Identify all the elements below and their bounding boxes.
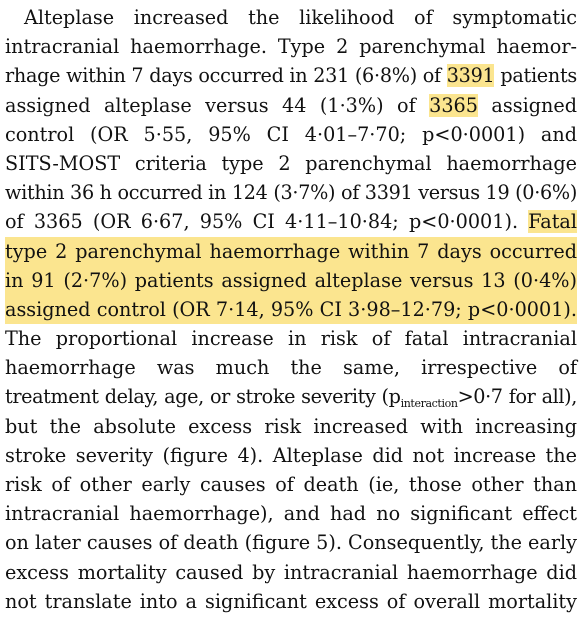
- text-span: type 2 parenchymal haemorrhage within 7 …: [5, 239, 577, 263]
- text-span: control (OR 5·55, 95% CI 4·01–7·70; p<0·…: [5, 122, 577, 146]
- highlighted-line: in 91 (2·7%) patients assigned alteplase…: [5, 265, 577, 295]
- highlighted-line: assigned control (OR 7·14, 95% CI 3·98–1…: [5, 294, 577, 325]
- text-line: stroke severity (figure 4). Alteplase di…: [5, 441, 577, 470]
- text-span: intracranial haemorrhage. Type 2 parench…: [5, 35, 577, 59]
- text-line: rhage within 7 days occurred in 231 (6·8…: [5, 61, 577, 90]
- highlighted-number: 3365: [429, 93, 478, 117]
- text-line: not translate into a significant excess …: [5, 587, 577, 616]
- highlighted-sentence-start: Fatal: [528, 210, 577, 234]
- text-span: assigned alteplase versus 44 (1·3%) of: [5, 93, 430, 117]
- text-line: SITS-MOST criteria type 2 parenchymal ha…: [5, 149, 577, 178]
- text-span: within 36 h occurred in 124 (3·7%) of 33…: [5, 181, 577, 205]
- text-span: Alteplase increased the likelihood of sy…: [24, 6, 577, 29]
- text-span: of 3365 (OR 6·67, 95% CI 4·11–10·84; p<0…: [5, 210, 529, 234]
- text-line: control (OR 5·55, 95% CI 4·01–7·70; p<0·…: [5, 120, 577, 149]
- text-span: The proportional increase in risk of fat…: [5, 327, 577, 351]
- text-line: but the absolute excess risk increased w…: [5, 412, 577, 441]
- text-span: on later causes of death (figure 5). Con…: [5, 531, 577, 555]
- text-line: Alteplase increased the likelihood of sy…: [5, 3, 577, 32]
- text-span: SITS-MOST criteria type 2 parenchymal ha…: [5, 151, 577, 175]
- text-line: excess mortality caused by intracranial …: [5, 558, 577, 587]
- text-line: assigned alteplase versus 44 (1·3%) of 3…: [5, 91, 577, 120]
- text-span: assigned control (OR 7·14, 95% CI 3·98–1…: [5, 297, 577, 321]
- article-body: Alteplase increased the likelihood of sy…: [5, 3, 577, 616]
- text-line: risk of other early causes of death (ie,…: [5, 470, 577, 499]
- text-line: haemorrhage was much the same, irrespect…: [5, 353, 577, 382]
- text-span: stroke severity (figure 4). Alteplase di…: [5, 443, 577, 467]
- text-span: rhage within 7 days occurred in 231 (6·8…: [5, 64, 447, 88]
- text-span: >0·7 for all),: [457, 385, 578, 409]
- text-line: within 36 h occurred in 124 (3·7%) of 33…: [5, 178, 577, 207]
- text-span: but the absolute excess risk increased w…: [5, 414, 577, 438]
- text-line: The proportional increase in risk of fat…: [5, 324, 577, 353]
- text-line: on later causes of death (figure 5). Con…: [5, 528, 577, 557]
- subscript-interaction: interaction: [400, 397, 458, 411]
- text-span: treatment delay, age, or stroke severity…: [5, 385, 401, 409]
- text-line: intracranial haemorrhage. Type 2 parench…: [5, 32, 577, 61]
- text-span: excess mortality caused by intracranial …: [5, 560, 577, 584]
- highlighted-line: type 2 parenchymal haemorrhage within 7 …: [5, 236, 577, 266]
- highlighted-number: 3391: [446, 64, 495, 88]
- text-span: haemorrhage was much the same, irrespect…: [5, 356, 577, 380]
- text-line: treatment delay, age, or stroke severity…: [5, 382, 577, 411]
- text-span: assigned: [477, 93, 577, 117]
- text-span: patients: [494, 64, 577, 88]
- text-span: risk of other early causes of death (ie,…: [5, 473, 577, 496]
- text-line: of 3365 (OR 6·67, 95% CI 4·11–10·84; p<0…: [5, 207, 577, 236]
- text-line: intracranial haemorrhage), and had no si…: [5, 499, 577, 528]
- text-span: intracranial haemorrhage), and had no si…: [5, 502, 577, 526]
- text-span: in 91 (2·7%) patients assigned alteplase…: [5, 268, 577, 292]
- text-span: not translate into a significant excess …: [5, 589, 577, 613]
